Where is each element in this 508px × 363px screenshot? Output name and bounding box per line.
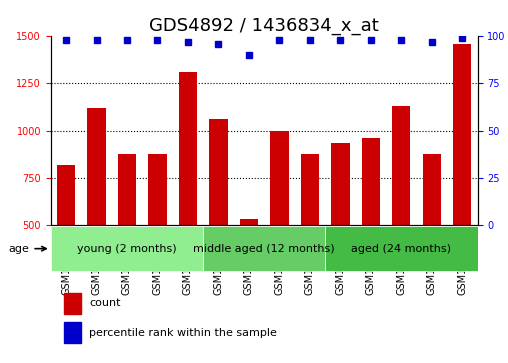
Text: young (2 months): young (2 months): [77, 244, 177, 254]
Bar: [240, 219, 258, 319]
Bar: [301, 154, 319, 319]
Bar: [209, 119, 228, 319]
Bar: [331, 143, 350, 319]
Text: middle aged (12 months): middle aged (12 months): [194, 244, 335, 254]
Text: aged (24 months): aged (24 months): [352, 244, 451, 254]
Bar: [362, 138, 380, 319]
Bar: [51, 226, 203, 271]
Bar: [87, 108, 106, 319]
Bar: [453, 44, 471, 319]
Bar: [325, 226, 478, 271]
Bar: [64, 293, 81, 314]
Text: age: age: [9, 244, 46, 254]
Text: count: count: [89, 298, 121, 309]
Bar: [270, 131, 289, 319]
Bar: [64, 322, 81, 343]
Bar: [423, 154, 441, 319]
Title: GDS4892 / 1436834_x_at: GDS4892 / 1436834_x_at: [149, 17, 379, 35]
Bar: [392, 106, 410, 319]
Bar: [179, 72, 197, 319]
Bar: [57, 165, 75, 319]
Bar: [203, 226, 325, 271]
Bar: [148, 154, 167, 319]
Text: percentile rank within the sample: percentile rank within the sample: [89, 327, 277, 338]
Bar: [118, 154, 136, 319]
